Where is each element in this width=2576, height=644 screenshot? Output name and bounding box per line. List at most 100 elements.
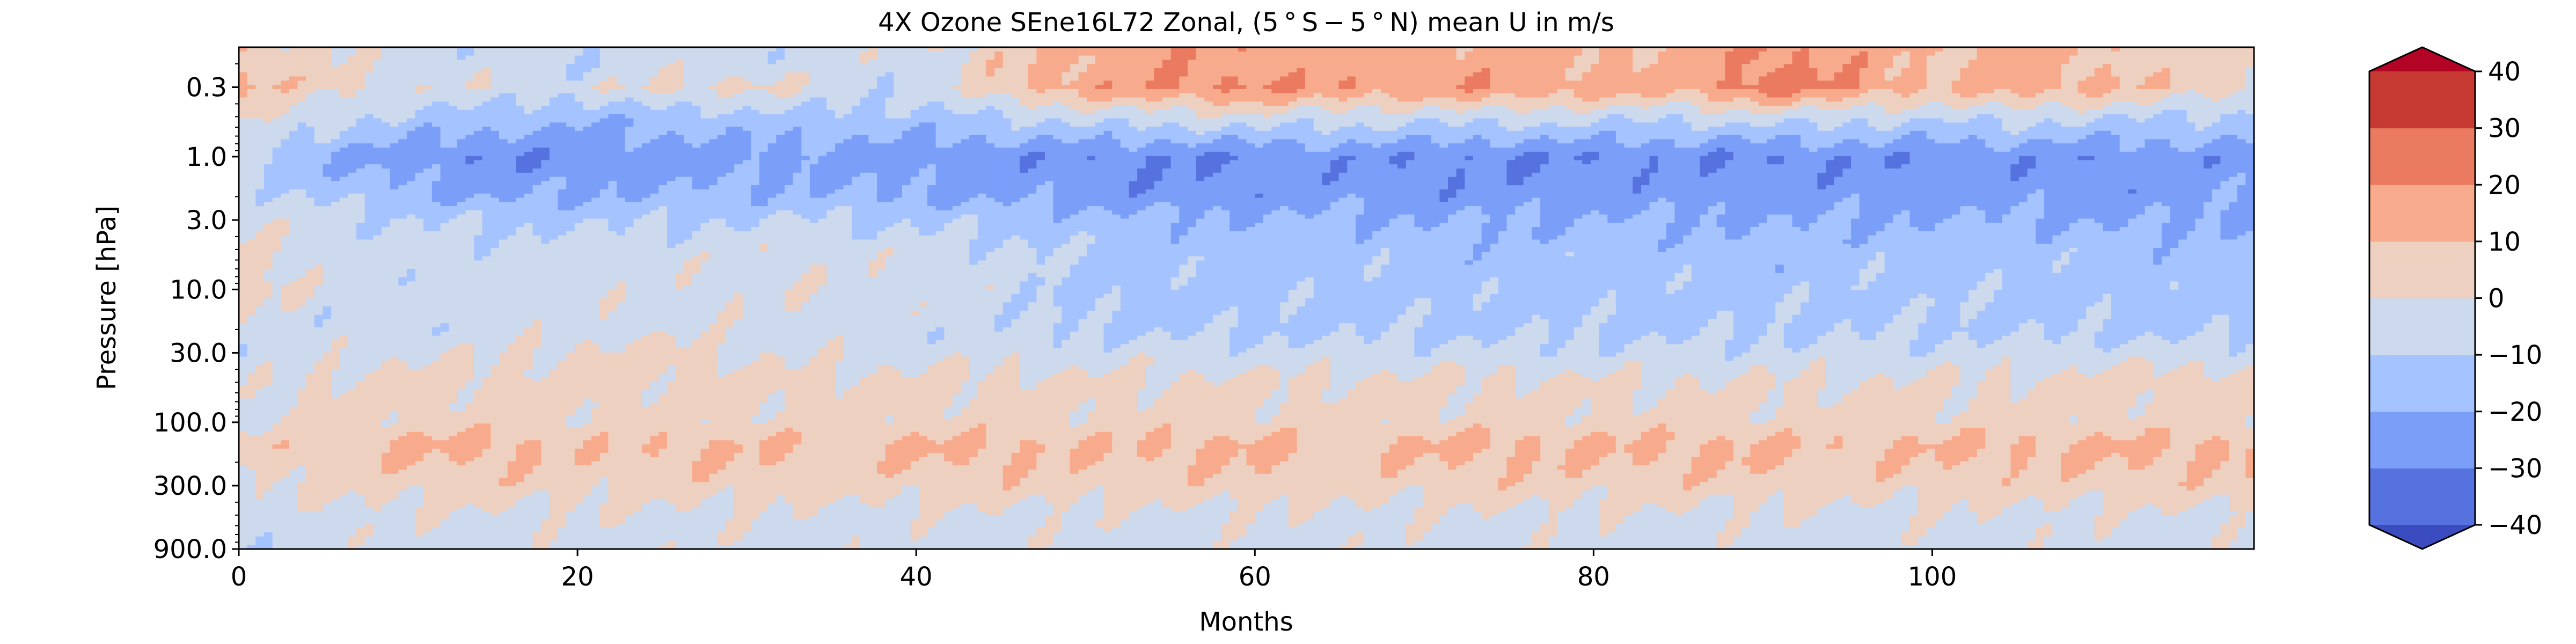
contour-cell: [1716, 114, 1726, 119]
contour-cell: [1053, 60, 1062, 64]
contour-cell: [1154, 68, 1163, 73]
contour-cell: [1196, 80, 1205, 85]
contour-cell: [726, 72, 735, 77]
contour-cell: [1901, 89, 1911, 94]
contour-cell: [1465, 60, 1474, 64]
contour-cell: [247, 114, 256, 119]
contour-cell: [1045, 55, 1054, 61]
contour-cell: [281, 114, 290, 119]
contour-cell: [767, 51, 777, 56]
contour-cell: [255, 93, 265, 98]
contour-cell: [465, 47, 474, 52]
contour-cell: [2103, 101, 2112, 106]
contour-cell: [1826, 64, 1835, 69]
contour-cell: [2178, 118, 2187, 123]
contour-cell: [1641, 89, 1650, 94]
contour-cell: [1439, 109, 1448, 115]
contour-cell: [1750, 122, 1759, 127]
contour-cell: [431, 68, 441, 73]
contour-cell: [1481, 89, 1490, 94]
contour-cell: [1918, 85, 1927, 90]
contour-cell: [1204, 72, 1213, 77]
contour-cell: [314, 101, 324, 106]
contour-cell: [877, 47, 886, 52]
contour-cell: [717, 60, 727, 64]
contour-cell: [289, 72, 298, 77]
contour-cell: [793, 101, 802, 106]
contour-cell: [1448, 47, 1457, 52]
contour-cell: [2086, 93, 2095, 98]
contour-cell: [431, 64, 441, 69]
contour-cell: [599, 51, 609, 56]
contour-cell: [1909, 101, 1919, 106]
contour-cell: [1263, 106, 1272, 111]
contour-cell: [297, 76, 306, 82]
contour-cell: [658, 64, 668, 69]
contour-cell: [264, 109, 273, 115]
contour-cell: [1465, 64, 1474, 69]
contour-cell: [1842, 118, 1851, 123]
contour-cell: [910, 55, 920, 61]
contour-cell: [331, 72, 340, 77]
contour-cell: [1423, 106, 1432, 111]
contour-cell: [2002, 101, 2011, 106]
contour-cell: [482, 109, 492, 115]
contour-cell: [1901, 101, 1911, 106]
contour-cell: [2178, 97, 2187, 103]
contour-cell: [356, 130, 365, 136]
contour-cell: [1901, 85, 1911, 90]
contour-cell: [1263, 60, 1272, 64]
contour-cell: [574, 109, 584, 115]
contour-cell: [1926, 72, 1936, 77]
contour-cell: [1347, 64, 1356, 69]
contour-cell: [734, 80, 743, 85]
contour-cell: [1994, 72, 2003, 77]
contour-cell: [1255, 47, 1264, 52]
contour-cell: [633, 114, 642, 119]
contour-cell: [1893, 93, 1902, 98]
contour-cell: [583, 97, 592, 103]
contour-cell: [801, 72, 810, 77]
contour-cell: [255, 55, 265, 61]
contour-cell: [944, 101, 953, 106]
contour-cell: [1767, 55, 1776, 61]
contour-cell: [1456, 109, 1465, 115]
contour-cell: [818, 122, 827, 127]
contour-cell: [1700, 93, 1709, 98]
contour-cell: [423, 122, 433, 127]
contour-cell: [2044, 72, 2053, 77]
contour-cell: [608, 97, 617, 103]
contour-cell: [558, 118, 567, 123]
contour-cell: [1238, 130, 1247, 136]
contour-cell: [1935, 127, 1944, 131]
contour-cell: [440, 106, 449, 111]
contour-cell: [2229, 85, 2238, 90]
contour-cell: [1666, 80, 1675, 85]
contour-cell: [1574, 109, 1583, 115]
contour-cell: [1330, 97, 1340, 103]
contour-cell: [1389, 109, 1398, 115]
contour-cell: [1020, 93, 1029, 98]
contour-cell: [1120, 130, 1130, 136]
contour-cell: [1372, 109, 1381, 115]
contour-cell: [1053, 72, 1062, 77]
contour-cell: [264, 97, 273, 103]
contour-cell: [1347, 47, 1356, 52]
contour-cell: [1002, 55, 1012, 61]
contour-cell: [1271, 55, 1280, 61]
contour-cell: [2161, 51, 2171, 56]
contour-cell: [1733, 64, 1743, 69]
contour-cell: [1162, 114, 1172, 119]
contour-cell: [843, 127, 852, 131]
contour-cell: [1909, 122, 1919, 127]
contour-cell: [373, 109, 382, 115]
contour-cell: [239, 55, 248, 61]
contour-cell: [767, 80, 777, 85]
contour-cell: [1725, 114, 1734, 119]
contour-cell: [1548, 47, 1558, 52]
contour-cell: [1456, 76, 1465, 82]
contour-cell: [1129, 80, 1138, 85]
contour-cell: [1633, 122, 1642, 127]
contour-cell: [1884, 89, 1893, 94]
contour-cell: [608, 118, 617, 123]
